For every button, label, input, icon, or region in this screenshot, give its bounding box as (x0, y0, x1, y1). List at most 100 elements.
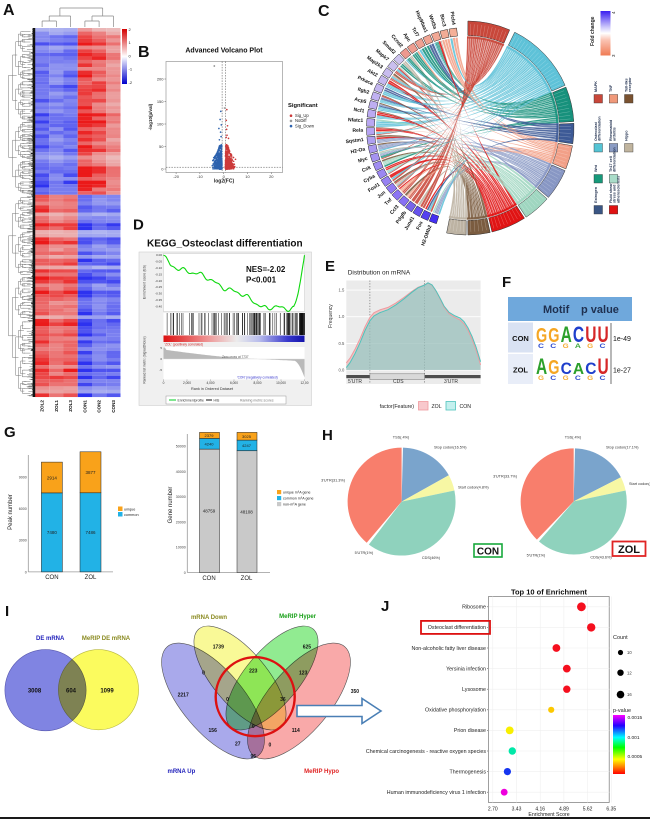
svg-text:-0.15: -0.15 (155, 272, 162, 276)
svg-text:96: 96 (251, 754, 257, 760)
svg-text:A: A (573, 361, 585, 378)
svg-text:ZOL: ZOL (618, 544, 640, 556)
svg-text:114: 114 (292, 728, 300, 734)
svg-text:Estrogen: Estrogen (594, 186, 598, 203)
svg-text:Birc3: Birc3 (438, 14, 447, 28)
svg-text:9000: 9000 (19, 475, 27, 479)
svg-text:100: 100 (157, 121, 164, 126)
svg-text:G: G (536, 325, 547, 347)
svg-text:0.0005: 0.0005 (628, 754, 643, 760)
svg-text:Start codon(4.8%): Start codon(4.8%) (458, 486, 489, 490)
svg-text:DE mRNA: DE mRNA (36, 636, 65, 642)
svg-text:differentiation: differentiation (597, 116, 601, 141)
svg-text:3008: 3008 (28, 689, 42, 695)
svg-text:Hippo: Hippo (624, 130, 628, 141)
svg-text:7480: 7480 (47, 530, 58, 535)
svg-text:Zero cross at 7737: Zero cross at 7737 (222, 355, 249, 359)
svg-text:factor(Feature): factor(Feature) (380, 404, 415, 410)
svg-text:-2: -2 (129, 80, 133, 85)
svg-text:10: 10 (245, 174, 250, 179)
svg-text:Enrichmentprofile: Enrichmentprofile (178, 399, 204, 403)
svg-text:4.16: 4.16 (535, 807, 545, 813)
svg-text:G: G (587, 375, 593, 382)
svg-text:0: 0 (161, 166, 164, 171)
svg-text:2.70: 2.70 (488, 807, 498, 813)
svg-text:4,000: 4,000 (207, 381, 215, 385)
svg-text:2,000: 2,000 (183, 381, 191, 385)
svg-text:G: G (4, 424, 16, 441)
svg-text:C: C (600, 375, 606, 382)
svg-text:Ncf1: Ncf1 (353, 107, 365, 115)
svg-text:A: A (536, 354, 547, 379)
svg-text:atherosclerosis: atherosclerosis (616, 176, 620, 203)
svg-text:differentiation: differentiation (613, 147, 617, 172)
svg-text:H2-Oa: H2-Oa (350, 146, 366, 155)
svg-text:0.5: 0.5 (338, 341, 344, 346)
svg-text:G: G (563, 343, 569, 350)
svg-text:-20: -20 (173, 174, 180, 179)
svg-text:-0.20: -0.20 (155, 279, 162, 283)
svg-text:U: U (598, 322, 609, 347)
svg-text:12,00: 12,00 (301, 381, 309, 385)
svg-text:p value: p value (581, 304, 619, 316)
svg-text:C: C (318, 3, 330, 20)
svg-text:1.5: 1.5 (338, 288, 344, 293)
svg-text:Oxidative phosphorylation: Oxidative phosphorylation (425, 708, 486, 714)
svg-text:F: F (502, 274, 511, 291)
svg-text:C: C (550, 375, 556, 382)
svg-text:0.00: 0.00 (156, 253, 162, 257)
svg-text:0: 0 (129, 53, 132, 58)
svg-text:common m⁶A gene: common m⁶A gene (283, 497, 313, 501)
svg-text:CDS(46%): CDS(46%) (422, 556, 441, 560)
svg-text:MeRIP DE mRNA: MeRIP DE mRNA (82, 636, 131, 642)
svg-text:-0.40: -0.40 (155, 305, 162, 309)
svg-text:J: J (381, 598, 389, 615)
svg-text:0: 0 (163, 381, 165, 385)
svg-text:Tnf: Tnf (384, 197, 394, 207)
svg-text:48108: 48108 (240, 509, 253, 514)
svg-text:16: 16 (627, 692, 632, 697)
svg-text:3'UTR: 3'UTR (444, 379, 458, 385)
svg-text:156: 156 (209, 728, 218, 734)
svg-text:10000: 10000 (176, 546, 186, 550)
svg-text:5: 5 (160, 346, 162, 350)
svg-text:C: C (538, 343, 544, 350)
svg-text:P<0.001: P<0.001 (246, 276, 277, 285)
svg-text:ZOL3: ZOL3 (68, 400, 73, 412)
svg-text:0: 0 (269, 743, 272, 749)
svg-text:Plcb4: Plcb4 (448, 11, 456, 25)
svg-text:Csk: Csk (361, 165, 372, 174)
svg-text:arthritis: arthritis (613, 127, 617, 141)
svg-text:common: common (124, 513, 139, 517)
svg-text:Non-alcoholic fatty liver dise: Non-alcoholic fatty liver disease (412, 646, 487, 652)
svg-text:TNF: TNF (609, 84, 613, 92)
svg-text:0.0: 0.0 (338, 368, 344, 373)
svg-text:6.35: 6.35 (606, 807, 616, 813)
svg-text:C: C (550, 343, 556, 350)
svg-text:-0.25: -0.25 (155, 285, 162, 289)
svg-text:Significant: Significant (288, 103, 318, 109)
svg-text:0: 0 (184, 571, 186, 575)
svg-text:5.62: 5.62 (583, 807, 593, 813)
svg-text:receptor: receptor (628, 77, 632, 92)
svg-text:Wnt: Wnt (594, 164, 598, 172)
svg-text:Wnt5a: Wnt5a (427, 14, 438, 30)
svg-text:150: 150 (157, 99, 164, 104)
svg-text:0.0015: 0.0015 (628, 715, 643, 721)
svg-text:CON: CON (512, 334, 529, 343)
svg-text:0: 0 (25, 570, 27, 574)
svg-text:-1: -1 (129, 67, 133, 72)
svg-text:'ZOL' (positively correlated): 'ZOL' (positively correlated) (165, 343, 204, 347)
svg-text:Ranked list metric (Signal2Noi: Ranked list metric (Signal2Noise) (143, 336, 147, 383)
svg-text:3: 3 (611, 54, 616, 57)
svg-text:3.43: 3.43 (512, 807, 522, 813)
svg-text:Frequency: Frequency (328, 304, 334, 328)
svg-text:I: I (5, 603, 9, 620)
svg-text:3000: 3000 (19, 539, 27, 543)
svg-text:Fos: Fos (415, 220, 424, 231)
svg-text:p-value: p-value (613, 708, 631, 714)
svg-text:Ccl3: Ccl3 (389, 204, 401, 216)
svg-text:CON: CON (460, 404, 472, 410)
svg-text:200: 200 (157, 76, 164, 81)
svg-text:non-m⁶A gene: non-m⁶A gene (283, 503, 306, 507)
